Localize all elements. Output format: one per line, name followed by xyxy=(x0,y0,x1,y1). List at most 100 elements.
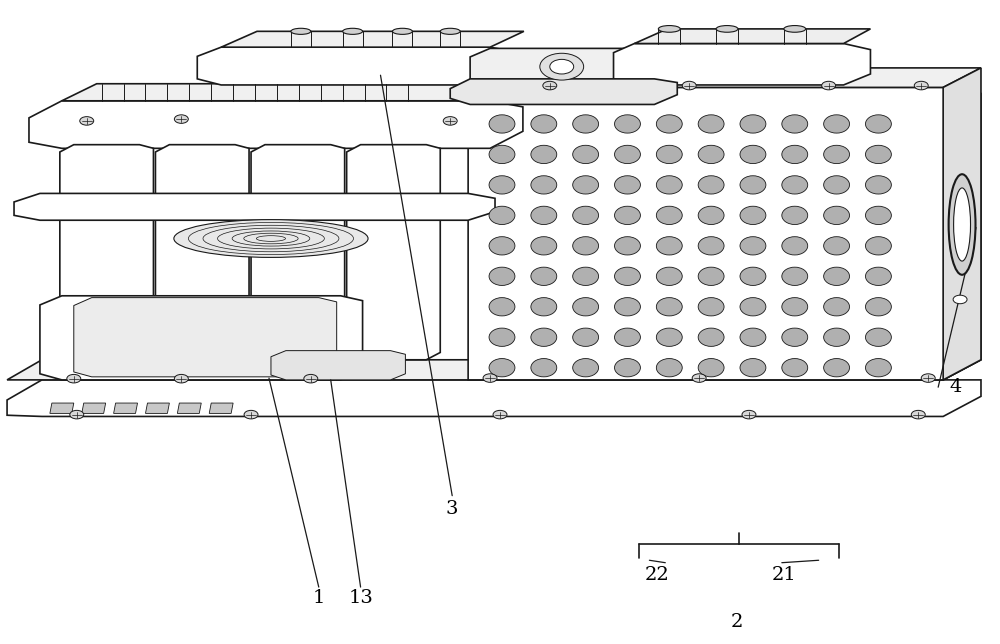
Ellipse shape xyxy=(392,28,412,34)
Polygon shape xyxy=(221,32,524,47)
Text: 22: 22 xyxy=(645,566,670,584)
Ellipse shape xyxy=(740,267,766,285)
Polygon shape xyxy=(943,68,981,380)
Ellipse shape xyxy=(698,115,724,133)
Ellipse shape xyxy=(615,146,640,164)
Ellipse shape xyxy=(656,328,682,346)
Ellipse shape xyxy=(740,237,766,255)
Ellipse shape xyxy=(740,146,766,164)
Polygon shape xyxy=(40,296,363,380)
Polygon shape xyxy=(155,145,249,360)
Polygon shape xyxy=(468,68,981,88)
Ellipse shape xyxy=(782,146,808,164)
Polygon shape xyxy=(50,403,74,413)
Circle shape xyxy=(244,410,258,419)
Ellipse shape xyxy=(531,146,557,164)
Ellipse shape xyxy=(531,359,557,377)
Polygon shape xyxy=(74,298,337,377)
Ellipse shape xyxy=(489,267,515,285)
Polygon shape xyxy=(7,360,981,380)
Ellipse shape xyxy=(698,328,724,346)
Ellipse shape xyxy=(531,298,557,316)
Ellipse shape xyxy=(782,267,808,285)
Circle shape xyxy=(550,59,574,74)
Polygon shape xyxy=(634,29,870,44)
Circle shape xyxy=(822,81,836,90)
Polygon shape xyxy=(197,47,524,85)
Ellipse shape xyxy=(740,206,766,225)
Ellipse shape xyxy=(865,237,891,255)
Ellipse shape xyxy=(656,237,682,255)
Ellipse shape xyxy=(531,206,557,225)
Ellipse shape xyxy=(343,28,363,34)
Ellipse shape xyxy=(782,328,808,346)
Ellipse shape xyxy=(658,26,680,32)
Ellipse shape xyxy=(698,359,724,377)
Circle shape xyxy=(70,410,84,419)
Ellipse shape xyxy=(740,359,766,377)
Polygon shape xyxy=(468,88,981,380)
Ellipse shape xyxy=(740,298,766,316)
Ellipse shape xyxy=(615,206,640,225)
Ellipse shape xyxy=(824,176,850,194)
Ellipse shape xyxy=(573,146,599,164)
Circle shape xyxy=(67,374,81,383)
Ellipse shape xyxy=(573,115,599,133)
Ellipse shape xyxy=(698,176,724,194)
Ellipse shape xyxy=(573,176,599,194)
Ellipse shape xyxy=(573,237,599,255)
Ellipse shape xyxy=(865,115,891,133)
Ellipse shape xyxy=(954,188,971,261)
Ellipse shape xyxy=(698,267,724,285)
Ellipse shape xyxy=(824,267,850,285)
Ellipse shape xyxy=(489,237,515,255)
Ellipse shape xyxy=(824,206,850,225)
Ellipse shape xyxy=(865,206,891,225)
Polygon shape xyxy=(29,101,523,148)
Circle shape xyxy=(742,410,756,419)
Ellipse shape xyxy=(740,328,766,346)
Polygon shape xyxy=(145,403,169,413)
Ellipse shape xyxy=(573,298,599,316)
Ellipse shape xyxy=(740,115,766,133)
Polygon shape xyxy=(614,44,870,85)
Ellipse shape xyxy=(740,176,766,194)
Circle shape xyxy=(911,410,925,419)
Ellipse shape xyxy=(615,328,640,346)
Ellipse shape xyxy=(865,298,891,316)
Ellipse shape xyxy=(949,175,976,275)
Ellipse shape xyxy=(782,298,808,316)
Ellipse shape xyxy=(784,26,806,32)
Polygon shape xyxy=(14,193,495,220)
Ellipse shape xyxy=(489,115,515,133)
Ellipse shape xyxy=(573,206,599,225)
Polygon shape xyxy=(450,79,677,104)
Polygon shape xyxy=(251,145,345,360)
Ellipse shape xyxy=(824,115,850,133)
Ellipse shape xyxy=(531,328,557,346)
Ellipse shape xyxy=(824,328,850,346)
Ellipse shape xyxy=(531,237,557,255)
Ellipse shape xyxy=(489,206,515,225)
Circle shape xyxy=(692,374,706,383)
Ellipse shape xyxy=(656,206,682,225)
Ellipse shape xyxy=(865,176,891,194)
Polygon shape xyxy=(177,403,201,413)
Polygon shape xyxy=(7,380,981,417)
Circle shape xyxy=(80,117,94,125)
Text: 13: 13 xyxy=(348,589,373,607)
Ellipse shape xyxy=(656,298,682,316)
Text: 4: 4 xyxy=(950,378,962,396)
Ellipse shape xyxy=(782,359,808,377)
Ellipse shape xyxy=(615,267,640,285)
Ellipse shape xyxy=(573,359,599,377)
Ellipse shape xyxy=(698,237,724,255)
Circle shape xyxy=(493,410,507,419)
Ellipse shape xyxy=(865,267,891,285)
Polygon shape xyxy=(60,145,153,360)
Circle shape xyxy=(304,374,318,383)
Polygon shape xyxy=(62,84,523,101)
Ellipse shape xyxy=(531,176,557,194)
Text: 2: 2 xyxy=(731,614,743,631)
Ellipse shape xyxy=(865,328,891,346)
